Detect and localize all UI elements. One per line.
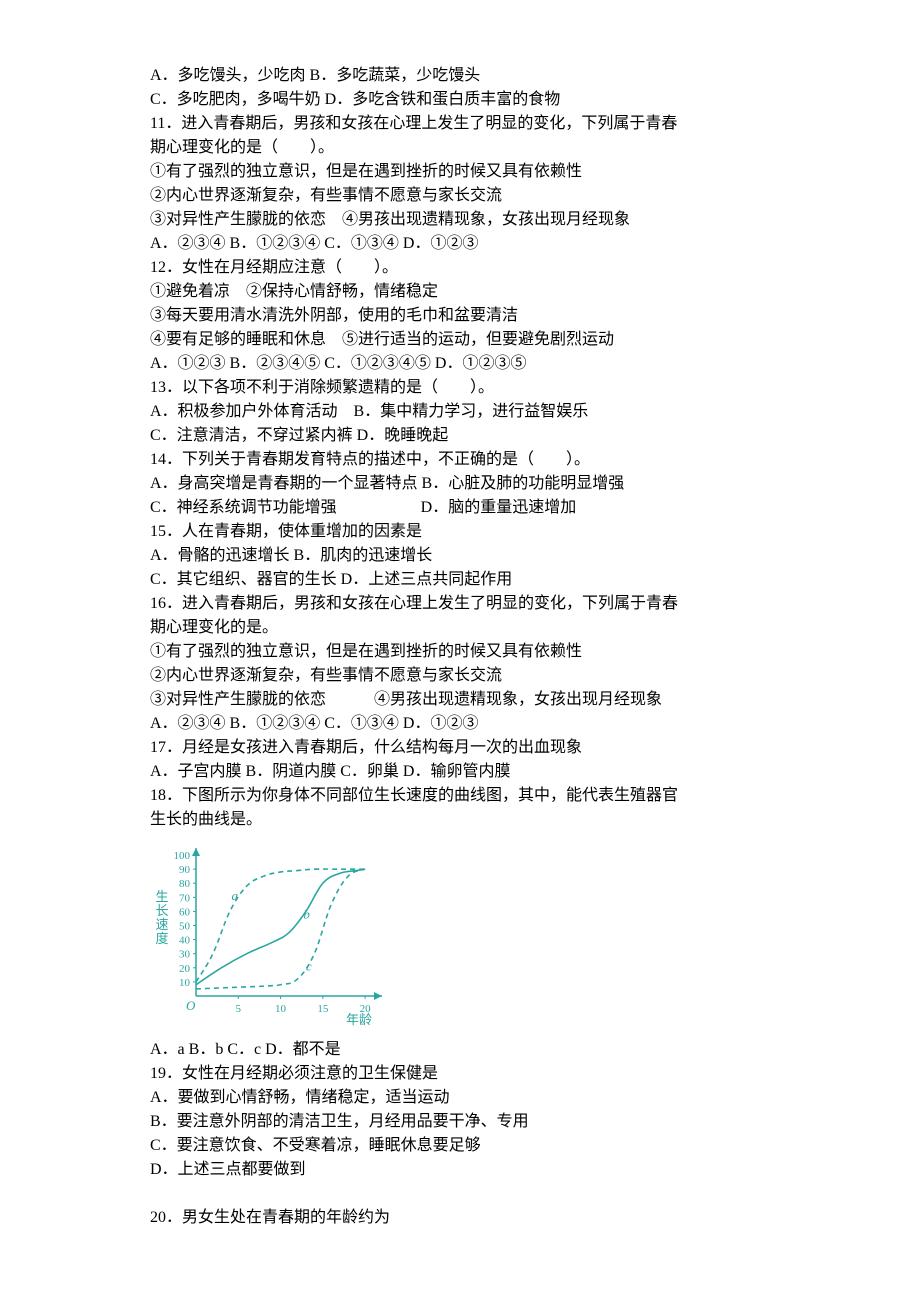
svg-text:90: 90: [179, 864, 191, 876]
q19-stem: 19．女性在月经期必须注意的卫生保健是: [150, 1062, 770, 1086]
q14-options-cd: C．神经系统调节功能增强 D．脑的重量迅速增加: [150, 496, 770, 520]
q19-option-d: D．上述三点都要做到: [150, 1158, 770, 1182]
q13-options-cd: C．注意清洁，不穿过紧内裤 D．晚睡晚起: [150, 424, 770, 448]
q18-stem-2: 生长的曲线是。: [150, 808, 770, 832]
q18-stem-1: 18．下图所示为你身体不同部位生长速度的曲线图，其中，能代表生殖器官: [150, 784, 770, 808]
svg-text:b: b: [303, 906, 310, 921]
svg-text:70: 70: [179, 892, 191, 904]
q16-item-3: ③对异性产生朦胧的依恋 ④男孩出现遗精现象，女孩出现月经现象: [150, 688, 770, 712]
blank-line: [150, 1182, 770, 1206]
q19-option-c: C．要注意饮食、不受寒着凉，睡眠休息要足够: [150, 1134, 770, 1158]
q16-stem-2: 期心理变化的是。: [150, 616, 770, 640]
svg-text:30: 30: [179, 949, 191, 961]
q19-option-a: A．要做到心情舒畅，情绪稳定，适当运动: [150, 1086, 770, 1110]
svg-text:生长速度: 生长速度: [155, 889, 168, 946]
q10-options-cd: C．多吃肥肉，多喝牛奶 D．多吃含铁和蛋白质丰富的食物: [150, 88, 770, 112]
growth-chart-svg: 1020304050607080901005101520O生长速度年龄abc: [150, 838, 400, 1028]
q12-item-3: ④要有足够的睡眠和休息 ⑤进行适当的运动，但要避免剧烈运动: [150, 328, 770, 352]
q11-stem-1: 11．进入青春期后，男孩和女孩在心理上发生了明显的变化，下列属于青春: [150, 112, 770, 136]
svg-text:100: 100: [174, 850, 191, 862]
svg-text:5: 5: [236, 1003, 242, 1015]
q12-stem: 12．女性在月经期应注意（ ）。: [150, 256, 770, 280]
q16-choices: A．②③④ B．①②③④ C．①③④ D．①②③: [150, 712, 770, 736]
svg-text:a: a: [232, 888, 239, 903]
q11-item-3: ③对异性产生朦胧的依恋 ④男孩出现遗精现象，女孩出现月经现象: [150, 208, 770, 232]
q12-item-2: ③每天要用清水清洗外阴部，使用的毛巾和盆要清洁: [150, 304, 770, 328]
svg-text:60: 60: [179, 906, 191, 918]
q17-stem: 17．月经是女孩进入青春期后，什么结构每月一次的出血现象: [150, 736, 770, 760]
svg-text:10: 10: [179, 977, 191, 989]
q12-item-1: ①避免着凉 ②保持心情舒畅，情绪稳定: [150, 280, 770, 304]
q20-stem: 20．男女生处在青春期的年龄约为: [150, 1206, 770, 1230]
q15-options-cd: C．其它组织、器官的生长 D．上述三点共同起作用: [150, 568, 770, 592]
q17-choices: A．子宫内膜 B．阴道内膜 C．卵巢 D．输卵管内膜: [150, 760, 770, 784]
svg-text:15: 15: [317, 1003, 329, 1015]
svg-text:80: 80: [179, 878, 191, 890]
q13-options-ab: A．积极参加户外体育活动 B．集中精力学习，进行益智娱乐: [150, 400, 770, 424]
q19-option-b: B．要注意外阴部的清洁卫生，月经用品要干净、专用: [150, 1110, 770, 1134]
q13-stem: 13．以下各项不利于消除频繁遗精的是（ ）。: [150, 376, 770, 400]
q11-stem-2: 期心理变化的是（ ）。: [150, 136, 770, 160]
q16-item-2: ②内心世界逐渐复杂，有些事情不愿意与家长交流: [150, 664, 770, 688]
svg-text:O: O: [186, 998, 196, 1013]
q14-stem: 14．下列关于青春期发育特点的描述中，不正确的是（ ）。: [150, 448, 770, 472]
q14-options-ab: A．身高突增是青春期的一个显著特点 B．心脏及肺的功能明显增强: [150, 472, 770, 496]
document-page: A．多吃馒头，少吃肉 B．多吃蔬菜，少吃馒头 C．多吃肥肉，多喝牛奶 D．多吃含…: [0, 0, 920, 1270]
q11-item-2: ②内心世界逐渐复杂，有些事情不愿意与家长交流: [150, 184, 770, 208]
q18-choices: A．a B．b C．c D．都不是: [150, 1038, 770, 1062]
q15-options-ab: A．骨骼的迅速增长 B．肌肉的迅速增长: [150, 544, 770, 568]
svg-text:50: 50: [179, 921, 191, 933]
q16-stem-1: 16．进入青春期后，男孩和女孩在心理上发生了明显的变化，下列属于青春: [150, 592, 770, 616]
q11-item-1: ①有了强烈的独立意识，但是在遇到挫折的时候又具有依赖性: [150, 160, 770, 184]
svg-text:20: 20: [179, 963, 191, 975]
q12-choices: A．①②③ B．②③④⑤ C．①②③④⑤ D．①②③⑤: [150, 352, 770, 376]
svg-text:40: 40: [179, 935, 191, 947]
svg-text:10: 10: [275, 1003, 287, 1015]
q10-options-ab: A．多吃馒头，少吃肉 B．多吃蔬菜，少吃馒头: [150, 64, 770, 88]
q16-item-1: ①有了强烈的独立意识，但是在遇到挫折的时候又具有依赖性: [150, 640, 770, 664]
q15-stem: 15．人在青春期，使体重增加的因素是: [150, 520, 770, 544]
growth-chart: 1020304050607080901005101520O生长速度年龄abc: [150, 838, 770, 1036]
q11-choices: A．②③④ B．①②③④ C．①③④ D．①②③: [150, 232, 770, 256]
svg-text:c: c: [306, 959, 312, 974]
svg-text:年龄: 年龄: [346, 1012, 372, 1027]
